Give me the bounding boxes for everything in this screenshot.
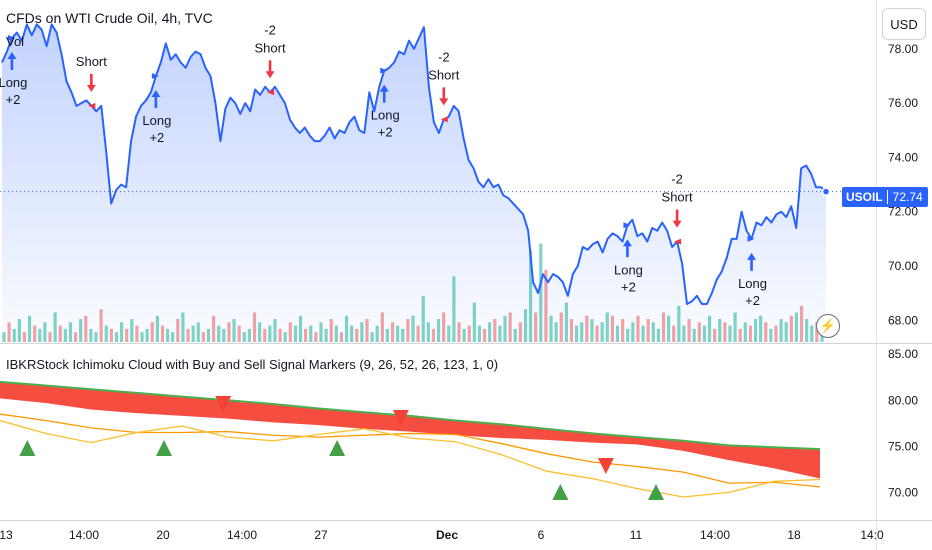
signal-label: Long (614, 262, 643, 277)
signal-label: +2 (6, 92, 21, 107)
signal-label: -2 (438, 49, 450, 64)
long-signal: Long +2 (0, 35, 27, 107)
exit-flag-icon (88, 102, 96, 109)
arrow-up-icon (379, 84, 389, 103)
arrow-up-icon (7, 52, 17, 70)
triangle-down-icon (215, 396, 232, 412)
triangle-up-icon (19, 440, 36, 456)
time-tick-label: 14:00 (700, 528, 730, 542)
short-signal: -2 Short (255, 22, 286, 96)
signal-label: Long (142, 113, 171, 128)
volume-label: Vol (6, 34, 25, 49)
lightning-icon[interactable]: ⚡ (816, 314, 840, 338)
signal-label: Short (428, 67, 459, 82)
indicator-tick-label: 85.00 (888, 347, 918, 361)
time-tick-label: 18 (787, 528, 801, 542)
indicator-lines (0, 396, 821, 500)
signal-label: Short (662, 190, 693, 205)
indicator-title: IBKRStock Ichimoku Cloud with Buy and Se… (6, 357, 499, 372)
arrow-up-icon (747, 252, 757, 271)
currency-button[interactable]: USD (882, 8, 926, 40)
entry-flag-icon (151, 73, 159, 79)
triangle-down-icon (597, 458, 614, 474)
ichimoku-cloud (0, 380, 821, 479)
triangle-up-icon (156, 440, 172, 456)
short-signal: Short (76, 54, 107, 109)
price-area-fill (2, 24, 826, 343)
time-tick-label: 11 (630, 528, 643, 542)
exit-flag-icon (267, 89, 275, 96)
price-tag-symbol: USOIL (846, 190, 883, 204)
arrow-down-icon (672, 209, 682, 228)
short-signal: -2 Short (428, 49, 460, 123)
signal-label: -2 (671, 172, 683, 187)
arrow-up-icon (151, 90, 161, 108)
signal-label: Long (0, 75, 27, 90)
triangle-up-icon (648, 484, 664, 500)
exit-flag-icon (674, 238, 682, 245)
price-tick-label: 74.00 (888, 150, 918, 164)
price-tick-label: 76.00 (888, 96, 918, 110)
time-tick-label: 14:0 (860, 528, 884, 542)
price-tick-label: 72.00 (888, 205, 918, 219)
long-signal: Long +2 (142, 73, 171, 145)
signal-label: +2 (149, 130, 164, 145)
time-tick-label: 20 (156, 528, 170, 542)
short-signal: -2 Short (662, 172, 693, 245)
price-area (2, 24, 826, 343)
signal-label: +2 (378, 125, 393, 140)
cloud-upper-edge (0, 380, 821, 451)
entry-flag-icon (747, 235, 755, 242)
price-tick-label: 78.00 (888, 42, 918, 56)
arrow-up-icon (622, 239, 632, 258)
triangle-down-icon (392, 410, 409, 426)
long-signal: Long +2 (738, 235, 767, 308)
signal-label: Long (738, 276, 767, 291)
triangle-up-icon (329, 440, 346, 456)
arrow-down-icon (86, 73, 96, 92)
cloud-band (0, 381, 820, 479)
signal-markers: Long +2 Short Long +2 -2 Short Long +2 -2 Short Lon… (0, 22, 767, 308)
entry-flag-icon (380, 67, 388, 74)
signal-label: Short (255, 40, 286, 55)
time-tick-label: 14:00 (69, 528, 99, 542)
chart-title: CFDs on WTI Crude Oil, 4h, TVC (6, 10, 213, 26)
indicator-tick-label: 70.00 (888, 485, 918, 499)
arrow-down-icon (439, 87, 449, 106)
axes: 78.00 76.00 74.00 72.00 70.00 68.00 85.00 80.00… (0, 42, 918, 542)
price-tick-label: 70.00 (888, 259, 918, 273)
price-series-line (1, 23, 827, 305)
price-line (0, 23, 842, 305)
exit-flag-icon (440, 116, 448, 123)
indicator-tick-label: 75.00 (888, 439, 918, 453)
triangle-up-icon (552, 484, 569, 500)
tenkan-line (0, 419, 821, 498)
time-tick-label: 13 (0, 528, 13, 542)
signal-label: +2 (621, 279, 636, 294)
time-tick-label: 27 (314, 528, 328, 542)
long-signal: Long +2 (371, 67, 400, 140)
signal-label: -2 (264, 22, 276, 37)
last-price-dot (821, 187, 831, 196)
signal-label: +2 (745, 293, 760, 308)
price-tag-value: 72.74 (886, 190, 928, 204)
entry-flag-icon (7, 35, 15, 41)
signal-label: Long (371, 108, 400, 123)
arrow-down-icon (265, 60, 275, 79)
long-signal: Long +2 (614, 222, 643, 294)
time-tick-label: 6 (538, 528, 545, 542)
indicator-tick-label: 80.00 (888, 393, 918, 407)
price-tag: USOIL 72.74 (842, 187, 928, 207)
time-tick-label: Dec (436, 528, 458, 542)
price-tick-label: 68.00 (888, 313, 918, 327)
entry-flag-icon (623, 222, 631, 229)
time-tick-label: 14:00 (227, 528, 257, 542)
signal-label: Short (76, 54, 107, 69)
